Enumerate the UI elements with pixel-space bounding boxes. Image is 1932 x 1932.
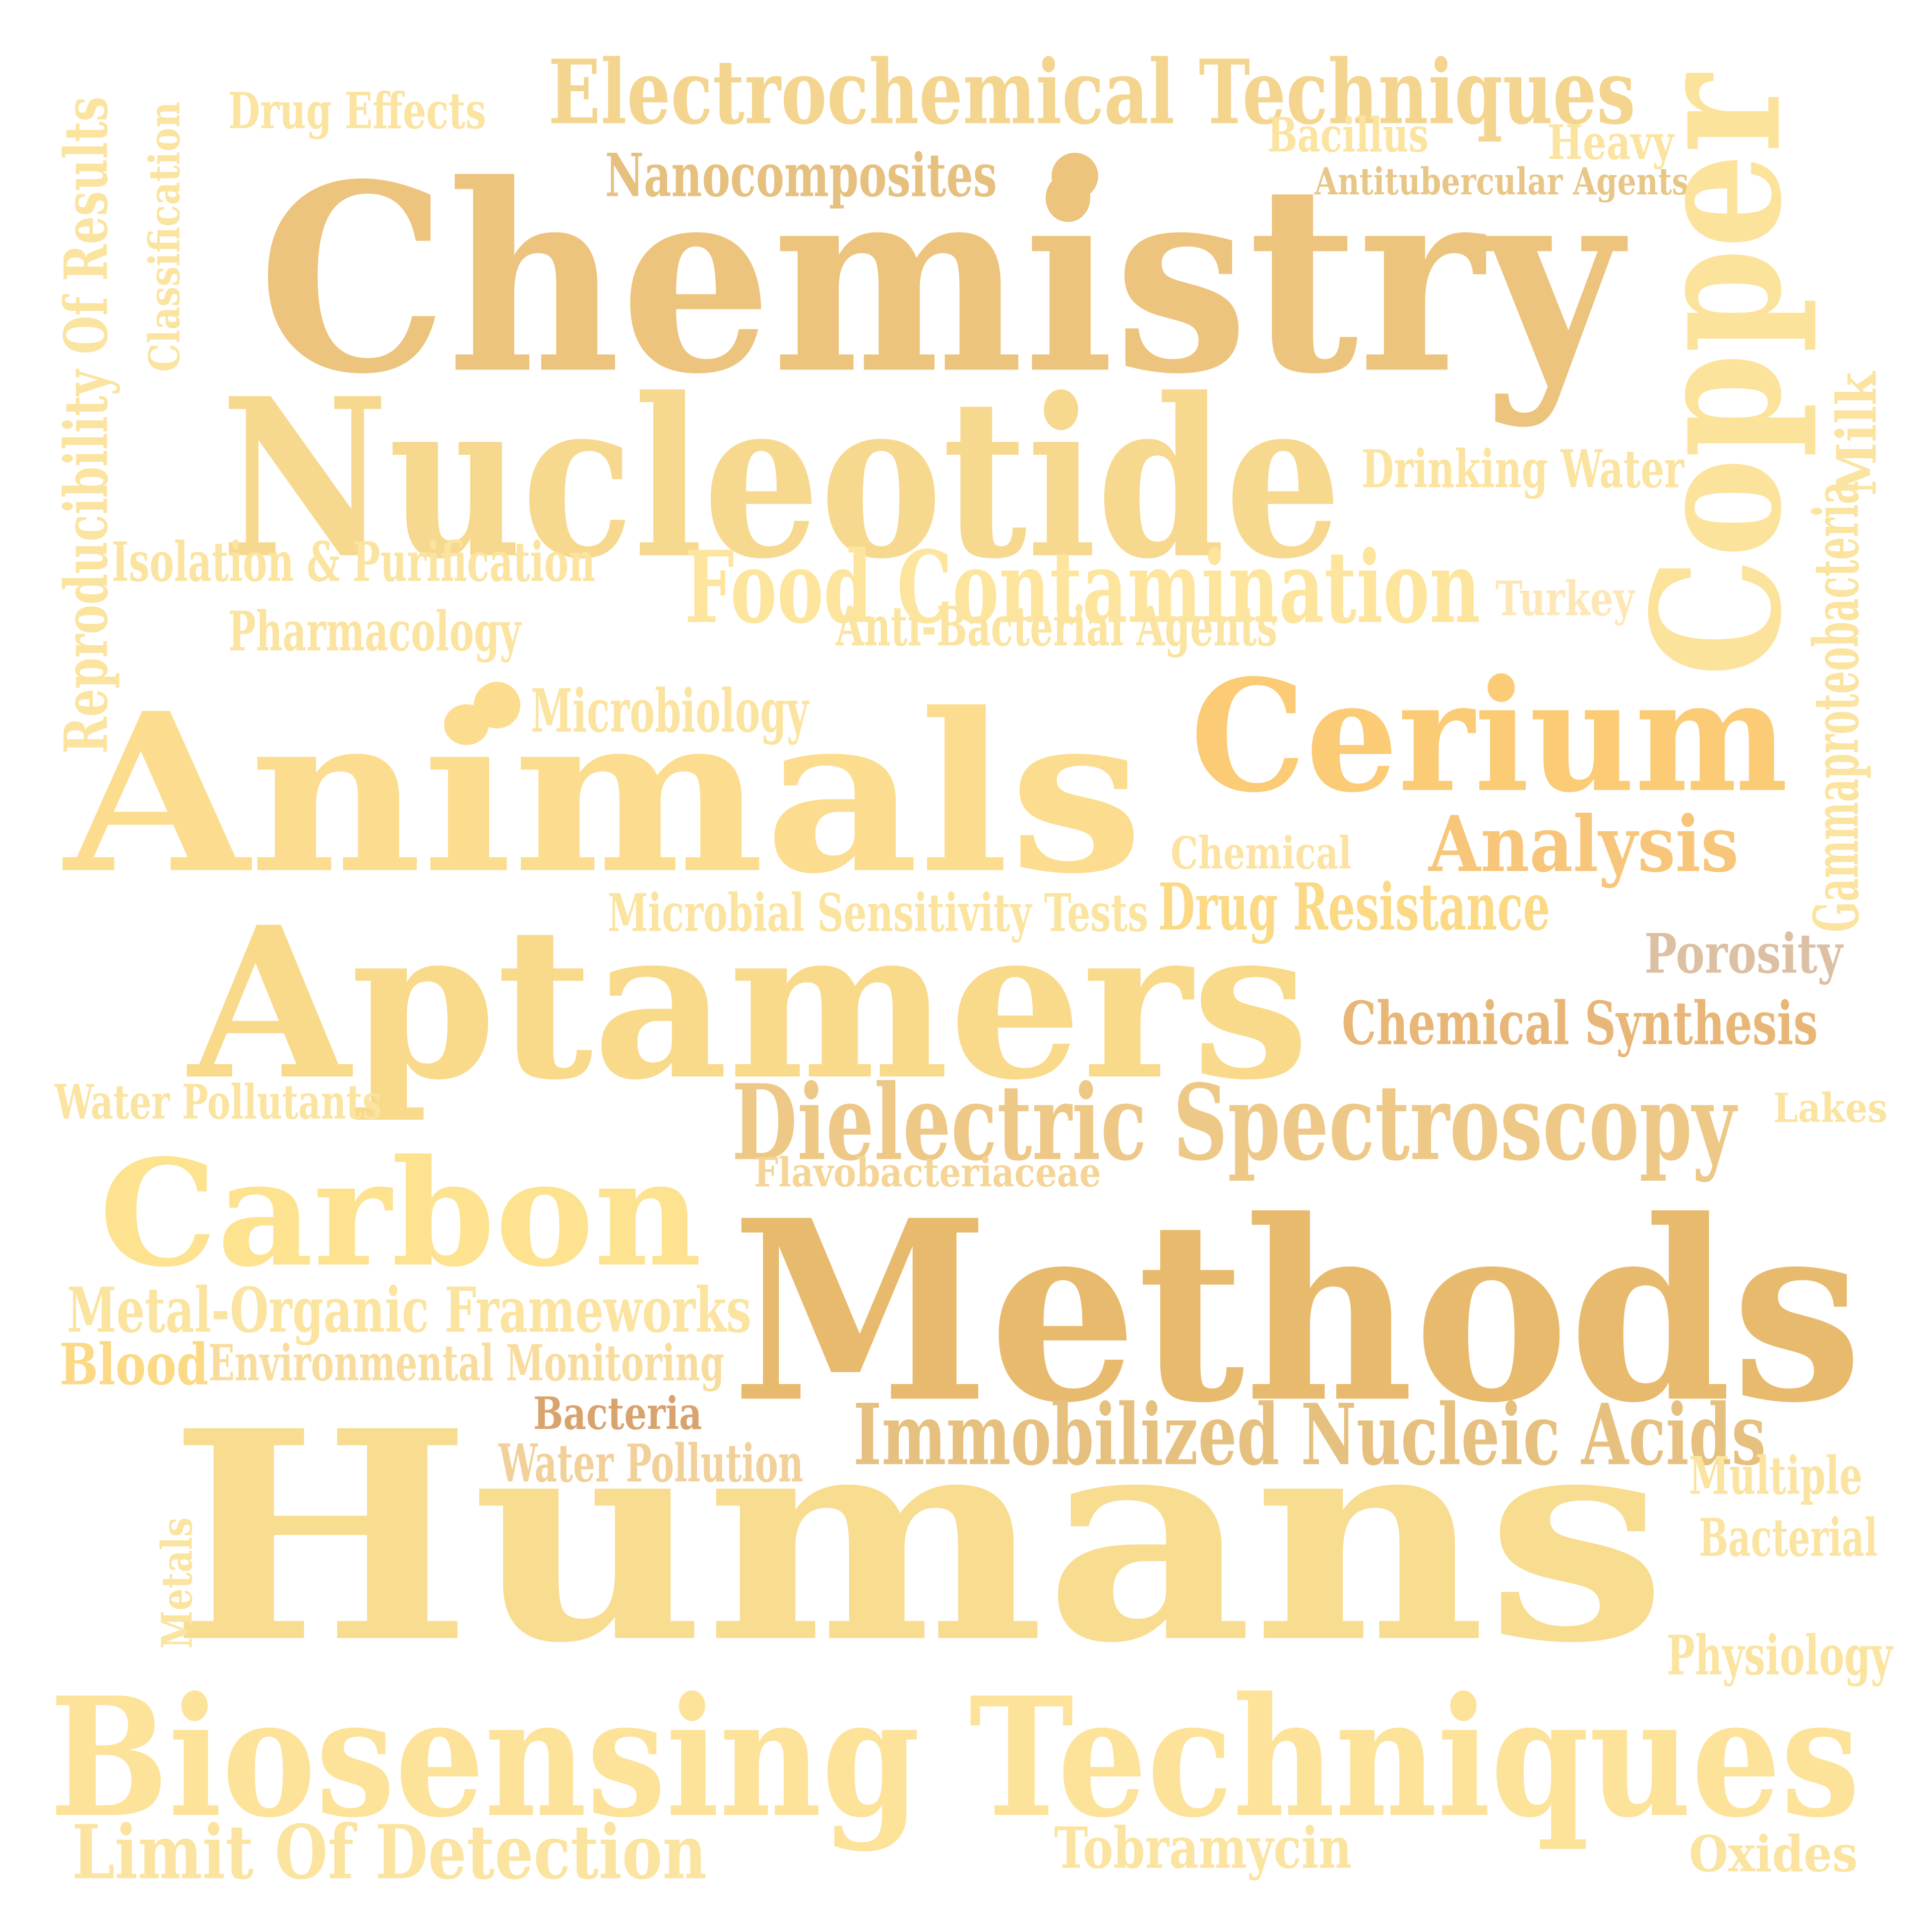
word-microbiology: Microbiology: [531, 676, 809, 746]
word-drinking-water: Drinking Water: [1362, 438, 1684, 500]
word-microbial-sensitivity-tests: Microbial Sensitivity Tests: [608, 882, 1148, 944]
word-electrochemical-techniques: Electrochemical Techniques: [548, 40, 1636, 145]
word-immobilized-nucleic-acids: Immobilized Nucleic Acids: [853, 1386, 1766, 1485]
word-isolation-purification: Isolation & Purification: [112, 530, 596, 595]
word-water-pollutants: Water Pollutants: [55, 1074, 382, 1130]
word-turkey: Turkey: [1496, 571, 1635, 627]
word-reproducibility-of-results: Reproducibility Of Results: [51, 96, 122, 754]
word-nucleotide: Nucleotide: [221, 350, 1342, 607]
word-oxides: Oxides: [1689, 1825, 1858, 1884]
word-chemical: Chemical: [1171, 826, 1352, 880]
word-nanocomposites: Nanocomposites: [605, 140, 997, 211]
word-food-contamination: Food Contamination: [685, 529, 1481, 646]
word-antitubercular-agents: Antitubercular Agents: [1314, 160, 1689, 204]
word-metals: Metals: [152, 1517, 202, 1649]
word-water-pollution: Water Pollution: [499, 1433, 804, 1495]
word-analysis: Analysis: [1429, 798, 1739, 890]
word-humans: Humans: [169, 1368, 1667, 1707]
word-drug-effects: Drug Effects: [228, 82, 487, 141]
word-limit-of-detection: Limit Of Detection: [72, 1808, 707, 1896]
word-bacteria: Bacteria: [533, 1387, 702, 1440]
word-gammaproteobacteria: Gammaproteobacteria: [1800, 481, 1873, 932]
word-heavy: Heavy: [1548, 115, 1674, 171]
word-cerium: Cerium: [1190, 646, 1788, 827]
word-metal-organic-frameworks: Metal-Organic Frameworks: [67, 1273, 751, 1347]
word-lakes: Lakes: [1773, 1085, 1888, 1132]
word-methods: Methods: [732, 1166, 1863, 1457]
word-flavobacteriaceae: Flavobacteriaceae: [754, 1149, 1101, 1197]
word-animals: Animals: [64, 665, 1144, 922]
word-bacillus: Bacillus: [1267, 107, 1429, 163]
word-environmental-monitoring: Environmental Monitoring: [208, 1334, 725, 1393]
word-porosity: Porosity: [1644, 922, 1843, 986]
word-anti-bacterial-agents: Anti-Bacterial Agents: [836, 595, 1277, 659]
word-milk: Milk: [1825, 372, 1889, 496]
word-blood: Blood: [60, 1330, 209, 1398]
word-copper: Copper: [1614, 74, 1821, 677]
word-multiple: Multiple: [1689, 1445, 1863, 1507]
word-chemistry: Chemistry: [258, 128, 1622, 431]
word-aptamers: Aptamers: [188, 882, 1309, 1126]
word-pharmacology: Pharmacology: [228, 600, 521, 664]
word-bacterial: Bacterial: [1699, 1507, 1878, 1569]
word-biosensing-techniques: Biosensing Techniques: [50, 1661, 1861, 1854]
word-drug-resistance: Drug Resistance: [1158, 869, 1551, 946]
word-classification: Classification: [139, 102, 190, 372]
word-physiology: Physiology: [1667, 1624, 1893, 1688]
word-chemical-synthesis: Chemical Synthesis: [1342, 988, 1818, 1059]
word-carbon: Carbon: [99, 1128, 702, 1300]
word-dielectric-spectroscopy: Dielectric Spectroscopy: [732, 1061, 1737, 1184]
word-tobramycin: Tobramycin: [1054, 1814, 1352, 1882]
